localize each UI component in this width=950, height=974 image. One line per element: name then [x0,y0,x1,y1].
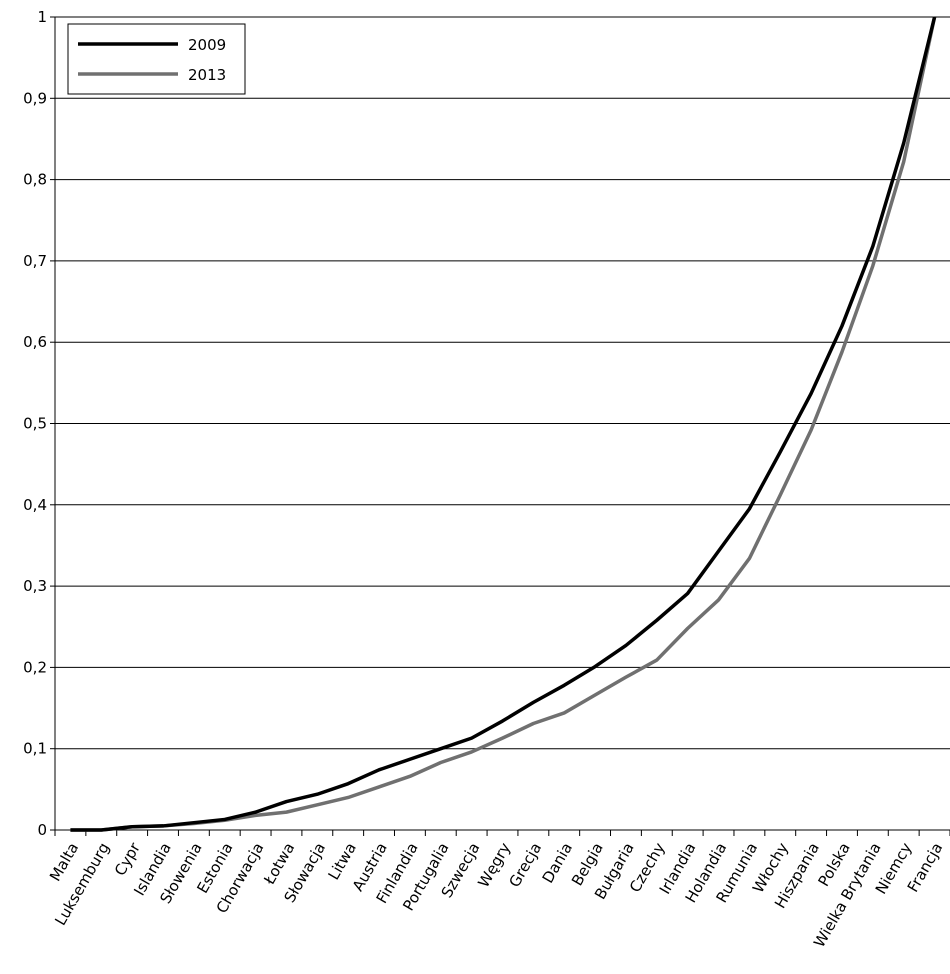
y-tick-label: 0,5 [23,415,47,433]
legend-box [67,23,246,95]
y-tick-label: 1 [37,8,47,26]
y-tick-label: 0,4 [23,496,47,514]
y-tick-label: 0,9 [23,89,47,107]
y-tick-label: 0,2 [23,658,47,676]
legend-label: 2009 [188,36,226,54]
legend-label: 2013 [188,66,226,84]
y-tick-label: 0 [37,821,47,839]
y-tick-label: 0,8 [23,171,47,189]
y-tick-label: 0,3 [23,577,47,595]
y-tick-label: 0,7 [23,252,47,270]
y-tick-label: 0,6 [23,333,47,351]
series-line [70,16,937,832]
y-tick-label: 0,1 [23,740,47,758]
legend: 2009 2013 [67,23,246,95]
